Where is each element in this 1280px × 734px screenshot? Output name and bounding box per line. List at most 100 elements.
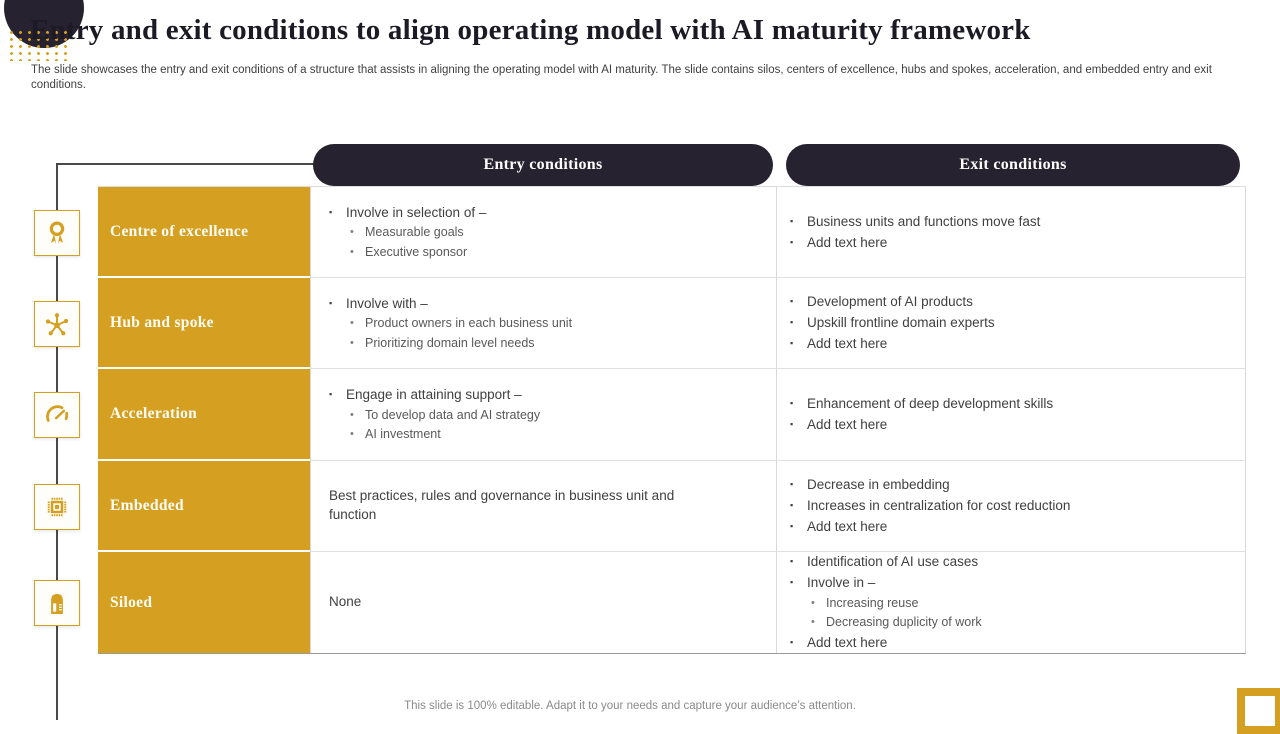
row-header: Acceleration xyxy=(98,369,310,461)
square-bullet-icon: ▪ xyxy=(790,577,794,588)
square-bullet-icon: ▪ xyxy=(790,236,794,247)
corner-square-decoration xyxy=(1237,688,1280,734)
exit-conditions-cell: ▪ Decrease in embedding ▪ Increases in cent… xyxy=(777,461,1246,552)
square-bullet-icon: ▪ xyxy=(790,215,794,226)
text-item: None xyxy=(329,594,362,610)
square-bullet-icon: ▪ xyxy=(790,317,794,328)
table-row: Siloed None ▪ Identification of AI use case… xyxy=(98,552,1246,653)
bullet-text: Prioritizing domain level needs xyxy=(365,335,535,350)
sub-bullet-item: • Product owners in each business unit xyxy=(350,315,766,332)
square-bullet-icon: ▪ xyxy=(790,296,794,307)
bullet-text: Add text here xyxy=(807,518,888,534)
dot-grid-decoration xyxy=(7,29,71,61)
square-bullet-icon: ▪ xyxy=(790,500,794,511)
column-header-exit-conditions: Exit conditions xyxy=(786,144,1240,186)
bullet-item: ▪ Add text here xyxy=(790,335,1235,353)
bullet-item: ▪ Add text here xyxy=(790,634,1235,652)
sub-bullet-item: • Measurable goals xyxy=(350,224,766,241)
exit-conditions-cell: ▪ Identification of AI use cases ▪ Involve … xyxy=(777,552,1246,653)
dot-bullet-icon: • xyxy=(811,616,815,629)
sub-bullet-item: • Prioritizing domain level needs xyxy=(350,335,766,352)
bullet-text: Product owners in each business unit xyxy=(365,316,573,331)
footer-note: This slide is 100% editable. Adapt it to… xyxy=(404,700,856,712)
entry-conditions-cell: ▪ Engage in attaining support – • To develo… xyxy=(310,369,777,461)
bullet-item: ▪ Upskill frontline domain experts xyxy=(790,314,1235,332)
bullet-item: ▪ Add text here xyxy=(790,518,1235,536)
bullet-text: Decreasing duplicity of work xyxy=(826,615,982,630)
bullet-item: ▪ Business units and functions move fast xyxy=(790,213,1235,231)
microchip-icon xyxy=(34,484,80,530)
sub-bullet-item: • AI investment xyxy=(350,426,766,443)
conditions-table: Centre of excellence ▪ Involve in selectio… xyxy=(98,186,1246,654)
bullet-text: Measurable goals xyxy=(365,225,464,240)
bullet-text: Add text here xyxy=(807,634,888,650)
square-bullet-icon: ▪ xyxy=(790,479,794,490)
sub-bullet-item: • Executive sponsor xyxy=(350,244,766,261)
square-bullet-icon: ▪ xyxy=(329,389,333,400)
sub-bullet-item: • To develop data and AI strategy xyxy=(350,407,766,424)
sub-bullet-item: • Decreasing duplicity of work xyxy=(811,614,1235,631)
bullet-text: Add text here xyxy=(807,417,888,432)
bullet-item: ▪ Increases in centralization for cost re… xyxy=(790,497,1235,515)
bullet-text: Business units and functions move fast xyxy=(807,213,1041,229)
table-row: Hub and spoke ▪ Involve with – • Product own… xyxy=(98,278,1246,369)
bullet-text: Enhancement of deep development skills xyxy=(807,396,1054,412)
connector-line-vertical xyxy=(56,163,58,720)
bullet-item: ▪ Enhancement of deep development skills xyxy=(790,395,1235,413)
bullet-text: Involve in – xyxy=(807,575,876,591)
bullet-text: Add text here xyxy=(807,335,888,351)
entry-conditions-cell: ▪ Involve with – • Product owners in each b… xyxy=(310,278,777,369)
dot-bullet-icon: • xyxy=(350,408,354,421)
award-ribbon-icon xyxy=(34,210,80,256)
bullet-item: ▪ Identification of AI use cases xyxy=(790,553,1235,571)
table-row: Embedded Best practices, rules and govern… xyxy=(98,461,1246,552)
bullet-text: Add text here xyxy=(807,234,888,250)
entry-conditions-cell: ▪ Involve in selection of – • Measurable go… xyxy=(310,187,777,278)
bullet-text: Decrease in embedding xyxy=(807,477,950,493)
bullet-item: ▪ Add text here xyxy=(790,416,1235,434)
row-header: Hub and spoke xyxy=(98,278,310,369)
speedometer-icon xyxy=(34,392,80,438)
bullet-text: Identification of AI use cases xyxy=(807,554,979,570)
bullet-item: ▪ Development of AI products xyxy=(790,293,1235,311)
dot-bullet-icon: • xyxy=(350,245,354,258)
square-bullet-icon: ▪ xyxy=(329,297,333,308)
dot-bullet-icon: • xyxy=(350,336,354,349)
square-bullet-icon: ▪ xyxy=(329,206,333,217)
hub-spoke-icon xyxy=(34,301,80,347)
entry-conditions-cell: None xyxy=(310,552,777,653)
bullet-item: ▪ Involve in – xyxy=(790,574,1235,592)
square-bullet-icon: ▪ xyxy=(790,520,794,531)
entry-conditions-cell: Best practices, rules and governance in … xyxy=(310,461,777,552)
dot-bullet-icon: • xyxy=(350,428,354,441)
exit-conditions-cell: ▪ Enhancement of deep development skills ▪… xyxy=(777,369,1246,461)
bullet-text: Development of AI products xyxy=(807,294,973,310)
bullet-item: ▪ Decrease in embedding xyxy=(790,476,1235,494)
square-bullet-icon: ▪ xyxy=(790,419,794,429)
dot-bullet-icon: • xyxy=(811,596,815,609)
bullet-text: Upskill frontline domain experts xyxy=(807,315,995,331)
bullet-text: AI investment xyxy=(365,427,441,442)
sub-bullet-item: • Increasing reuse xyxy=(811,595,1235,612)
row-header: Embedded xyxy=(98,461,310,552)
bullet-item: ▪ Involve with – xyxy=(329,295,766,313)
bullet-item: ▪ Engage in attaining support – xyxy=(329,386,766,404)
table-row: Centre of excellence ▪ Involve in selectio… xyxy=(98,187,1246,278)
page-title: Entry and exit conditions to align opera… xyxy=(30,14,1031,46)
bullet-text: Increasing reuse xyxy=(826,595,919,610)
bullet-item: ▪ Involve in selection of – xyxy=(329,204,766,222)
exit-conditions-cell: ▪ Business units and functions move fast ▪… xyxy=(777,187,1246,278)
square-bullet-icon: ▪ xyxy=(790,398,794,409)
dot-bullet-icon: • xyxy=(350,226,354,239)
slide-description: The slide showcases the entry and exit c… xyxy=(31,64,1212,92)
connector-line-horizontal xyxy=(56,163,314,165)
text-item: Best practices, rules and governance in … xyxy=(329,488,675,522)
table-row: Acceleration ▪ Engage in attaining support… xyxy=(98,369,1246,461)
row-header: Siloed xyxy=(98,552,310,653)
square-bullet-icon: ▪ xyxy=(790,556,794,567)
bullet-text: To develop data and AI strategy xyxy=(365,407,541,422)
bullet-text: Engage in attaining support – xyxy=(346,387,522,403)
bullet-text: Involve with – xyxy=(346,295,428,311)
bullet-text: Involve in selection of – xyxy=(346,204,487,220)
square-bullet-icon: ▪ xyxy=(790,636,794,647)
